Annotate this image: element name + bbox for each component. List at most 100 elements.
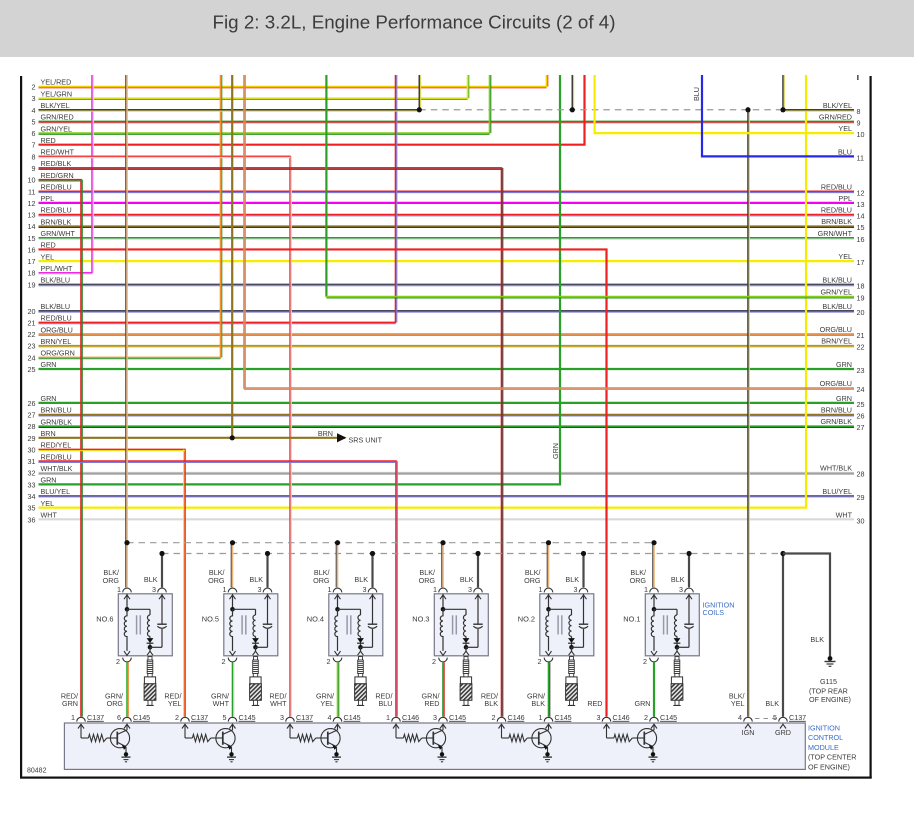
svg-text:14: 14 <box>857 212 865 221</box>
svg-text:BLK: BLK <box>460 575 474 584</box>
svg-text:4: 4 <box>738 713 742 722</box>
svg-text:20: 20 <box>857 308 865 317</box>
svg-text:26: 26 <box>857 412 865 421</box>
svg-text:BLK/: BLK/ <box>630 568 646 577</box>
svg-text:G115: G115 <box>820 677 837 686</box>
svg-text:20: 20 <box>28 307 36 316</box>
svg-text:22: 22 <box>28 330 36 339</box>
svg-text:14: 14 <box>28 222 36 231</box>
svg-text:28: 28 <box>857 470 865 479</box>
svg-text:RED/BLU: RED/BLU <box>821 182 852 191</box>
svg-text:9: 9 <box>32 164 36 173</box>
svg-text:BLK: BLK <box>249 575 263 584</box>
svg-text:C137: C137 <box>87 713 104 722</box>
svg-text:YEL: YEL <box>41 499 55 508</box>
svg-text:BLK/YEL: BLK/YEL <box>823 101 852 110</box>
svg-text:GRN/: GRN/ <box>527 691 545 700</box>
svg-text:GRN/WHT: GRN/WHT <box>41 229 76 238</box>
svg-text:ORG/GRN: ORG/GRN <box>41 349 75 358</box>
svg-text:26: 26 <box>28 399 36 408</box>
svg-text:3: 3 <box>468 585 472 594</box>
svg-text:BLK/BLU: BLK/BLU <box>41 276 71 285</box>
svg-text:RED/YEL: RED/YEL <box>41 441 72 450</box>
svg-text:36: 36 <box>28 515 36 524</box>
svg-text:BLK: BLK <box>810 635 824 644</box>
svg-text:1: 1 <box>539 713 543 722</box>
svg-text:NO.5: NO.5 <box>202 615 219 624</box>
svg-text:C137: C137 <box>191 713 208 722</box>
svg-text:34: 34 <box>28 492 36 501</box>
svg-text:18: 18 <box>28 269 36 278</box>
svg-text:ORG/BLU: ORG/BLU <box>820 325 852 334</box>
svg-text:BRN/BLK: BRN/BLK <box>41 217 72 226</box>
svg-text:27: 27 <box>857 423 865 432</box>
svg-text:16: 16 <box>28 245 36 254</box>
svg-text:3: 3 <box>32 94 36 103</box>
svg-text:2: 2 <box>538 657 542 666</box>
svg-text:32: 32 <box>28 469 36 478</box>
svg-text:1: 1 <box>539 585 543 594</box>
svg-text:17: 17 <box>857 258 865 267</box>
svg-text:YEL: YEL <box>41 252 55 261</box>
svg-text:RED/GRN: RED/GRN <box>41 171 74 180</box>
svg-text:BLU/YEL: BLU/YEL <box>822 487 852 496</box>
svg-text:RED/BLU: RED/BLU <box>41 452 72 461</box>
svg-text:WHT/BLK: WHT/BLK <box>820 464 852 473</box>
svg-text:C145: C145 <box>555 713 572 722</box>
svg-text:WHT: WHT <box>270 699 287 708</box>
svg-text:BLU: BLU <box>838 147 852 156</box>
svg-text:NO.4: NO.4 <box>307 615 324 624</box>
svg-text:IGN: IGN <box>742 728 755 737</box>
svg-text:3: 3 <box>597 713 601 722</box>
svg-text:19: 19 <box>28 280 36 289</box>
svg-text:24: 24 <box>28 353 36 362</box>
svg-text:BLK/: BLK/ <box>419 568 435 577</box>
svg-text:GRN: GRN <box>41 394 57 403</box>
svg-text:NO.6: NO.6 <box>96 615 113 624</box>
svg-text:BLK/: BLK/ <box>103 568 119 577</box>
svg-text:17: 17 <box>28 257 36 266</box>
svg-text:3: 3 <box>152 585 156 594</box>
svg-text:30: 30 <box>28 445 36 454</box>
svg-text:BLK/BLU: BLK/BLU <box>822 275 852 284</box>
svg-text:NO.2: NO.2 <box>518 615 535 624</box>
svg-text:5: 5 <box>773 713 777 722</box>
svg-text:BLK/YEL: BLK/YEL <box>41 101 70 110</box>
svg-text:WHT: WHT <box>41 511 58 520</box>
svg-text:IGNITION: IGNITION <box>703 600 735 609</box>
svg-text:GRN: GRN <box>836 360 852 369</box>
svg-text:80482: 80482 <box>27 768 47 775</box>
svg-text:BLK/: BLK/ <box>729 691 745 700</box>
svg-text:19: 19 <box>857 294 865 303</box>
svg-text:RED: RED <box>41 136 56 145</box>
svg-text:22: 22 <box>857 343 865 352</box>
svg-text:RED/WHT: RED/WHT <box>41 148 75 157</box>
svg-text:BLK: BLK <box>144 575 158 584</box>
svg-text:RED/: RED/ <box>375 691 392 700</box>
svg-text:MODULE: MODULE <box>808 743 839 752</box>
svg-text:GRN/: GRN/ <box>422 691 440 700</box>
svg-text:4: 4 <box>328 713 332 722</box>
svg-text:BLU: BLU <box>379 699 393 708</box>
svg-text:25: 25 <box>857 400 865 409</box>
svg-text:6: 6 <box>117 713 121 722</box>
svg-text:ORG: ORG <box>107 699 124 708</box>
svg-text:ORG: ORG <box>524 576 541 585</box>
svg-text:ORG: ORG <box>103 576 120 585</box>
svg-text:GRN/YEL: GRN/YEL <box>820 288 852 297</box>
svg-text:25: 25 <box>28 365 36 374</box>
svg-text:13: 13 <box>28 211 36 220</box>
svg-text:BLK: BLK <box>531 699 545 708</box>
svg-text:13: 13 <box>857 200 865 209</box>
svg-text:GRN/WHT: GRN/WHT <box>818 229 853 238</box>
svg-text:12: 12 <box>857 188 865 197</box>
svg-text:RED/BLK: RED/BLK <box>41 159 72 168</box>
svg-text:3: 3 <box>574 585 578 594</box>
svg-text:GRN/BLK: GRN/BLK <box>820 417 852 426</box>
svg-text:PPL: PPL <box>41 194 55 203</box>
svg-text:1: 1 <box>223 585 227 594</box>
svg-text:GRN/BLK: GRN/BLK <box>41 417 73 426</box>
svg-text:1: 1 <box>386 713 390 722</box>
svg-text:GRN: GRN <box>836 394 852 403</box>
svg-text:GRN: GRN <box>41 360 57 369</box>
